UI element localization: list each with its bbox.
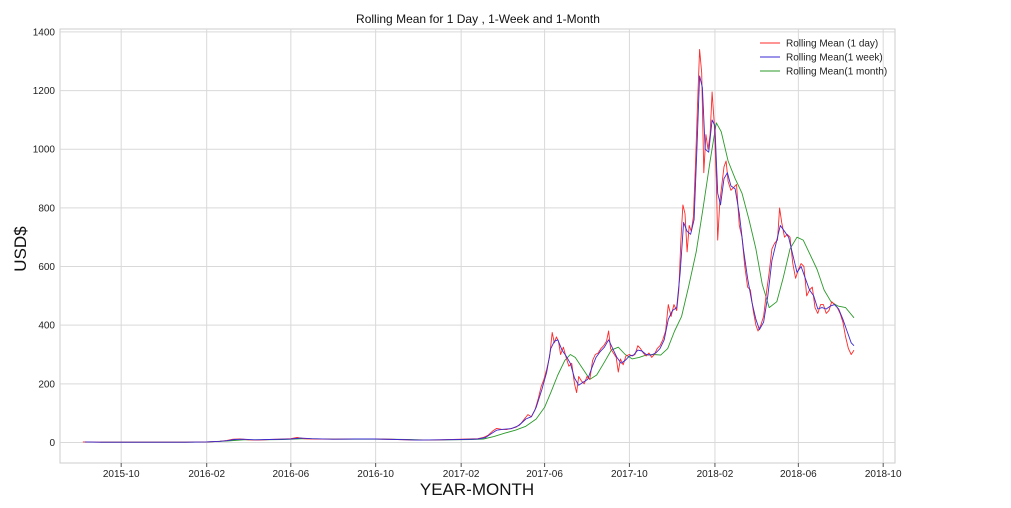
y-axis-label: USD$ <box>11 226 30 272</box>
legend-entry-1: Rolling Mean (1 day) <box>786 39 878 50</box>
series-line-2 <box>84 75 855 443</box>
y-tick-label: 600 <box>38 262 55 273</box>
y-tick-label: 800 <box>38 203 55 214</box>
x-tick-label: 2018-02 <box>697 469 734 480</box>
legend-entry-2: Rolling Mean(1 week) <box>786 53 883 64</box>
gridlines <box>60 29 895 467</box>
x-tick-label: 2017-06 <box>526 469 563 480</box>
y-tick-label: 1000 <box>33 145 56 156</box>
y-tick-label: 0 <box>49 438 55 449</box>
y-tick-label: 1200 <box>33 86 56 97</box>
x-tick-label: 2018-10 <box>865 469 902 480</box>
x-tick-label: 2016-06 <box>272 469 309 480</box>
x-tick-label: 2017-02 <box>443 469 480 480</box>
y-tick-label: 400 <box>38 321 55 332</box>
legend: Rolling Mean (1 day) Rolling Mean(1 week)… <box>760 39 887 78</box>
x-tick-label: 2018-06 <box>780 469 817 480</box>
y-tick-label: 1400 <box>33 27 56 38</box>
x-tick-label: 2017-10 <box>611 469 648 480</box>
legend-entry-3: Rolling Mean(1 month) <box>786 67 887 78</box>
x-tick-labels: 2015-10 2016-02 2016-06 2016-10 2017-02 2017-… <box>103 469 902 480</box>
x-axis-label: YEAR-MONTH <box>420 480 534 499</box>
x-tick-label: 2015-10 <box>103 469 140 480</box>
x-tick-label: 2016-02 <box>188 469 225 480</box>
y-tick-label: 200 <box>38 379 55 390</box>
plot-area <box>59 28 896 464</box>
series-lines <box>82 49 855 443</box>
y-tick-labels: 0 200 400 600 800 1000 1200 1400 <box>33 27 56 449</box>
chart-title: Rolling Mean for 1 Day , 1-Week and 1-Mo… <box>356 12 600 26</box>
x-tick-label: 2016-10 <box>357 469 394 480</box>
